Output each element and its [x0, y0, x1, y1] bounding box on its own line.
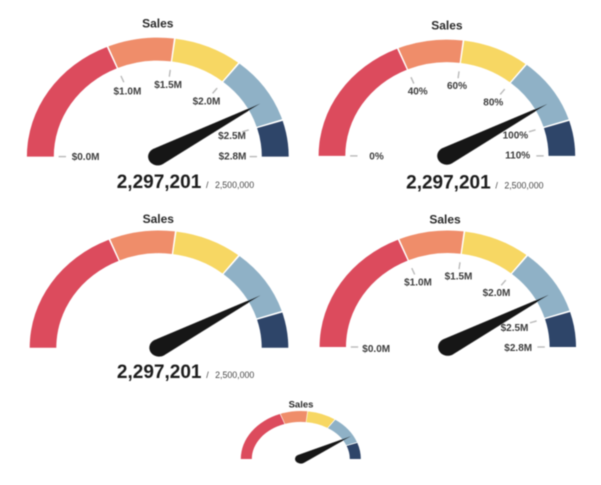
svg-text:$2.5M: $2.5M — [501, 323, 529, 334]
svg-text:2,297,201: 2,297,201 — [117, 362, 202, 383]
svg-text:$2.8M: $2.8M — [219, 152, 247, 163]
svg-text:$2.5M: $2.5M — [218, 131, 246, 142]
svg-text:Sales: Sales — [429, 213, 461, 227]
svg-text:/2,500,000: /2,500,000 — [206, 370, 254, 380]
svg-text:$2.0M: $2.0M — [483, 288, 511, 299]
svg-text:80%: 80% — [483, 97, 503, 108]
svg-text:100%: 100% — [503, 131, 529, 142]
svg-text:Sales: Sales — [431, 19, 463, 33]
svg-text:$1.0M: $1.0M — [404, 278, 432, 289]
svg-text:$1.5M: $1.5M — [154, 80, 182, 91]
svg-text:$0.0M: $0.0M — [362, 344, 390, 355]
svg-text:60%: 60% — [447, 81, 467, 92]
svg-text:2,297,201: 2,297,201 — [406, 172, 491, 193]
svg-text:$1.5M: $1.5M — [445, 272, 473, 283]
svg-text:110%: 110% — [505, 151, 530, 162]
svg-text:2,297,201: 2,297,201 — [117, 172, 202, 193]
svg-text:40%: 40% — [408, 86, 428, 97]
svg-text:/2,500,000: /2,500,000 — [495, 180, 543, 190]
svg-text:/2,500,000: /2,500,000 — [206, 180, 254, 190]
svg-text:Sales: Sales — [142, 17, 174, 31]
svg-text:0%: 0% — [369, 151, 384, 162]
svg-text:$0.0M: $0.0M — [72, 152, 100, 163]
svg-text:$2.8M: $2.8M — [504, 343, 532, 354]
svg-text:$1.0M: $1.0M — [114, 87, 142, 98]
svg-text:Sales: Sales — [289, 400, 314, 411]
svg-text:Sales: Sales — [143, 212, 175, 226]
svg-text:$2.0M: $2.0M — [193, 97, 221, 108]
